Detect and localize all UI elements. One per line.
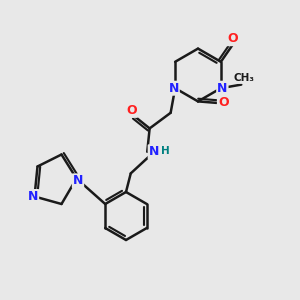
Text: N: N [28, 190, 38, 203]
Text: N: N [73, 174, 83, 188]
Text: N: N [217, 82, 228, 95]
Text: O: O [218, 96, 229, 110]
Text: O: O [227, 32, 238, 45]
Text: N: N [148, 145, 159, 158]
Text: CH₃: CH₃ [233, 73, 254, 83]
Text: N: N [168, 82, 179, 95]
Text: H: H [161, 146, 170, 156]
Text: O: O [126, 104, 137, 117]
